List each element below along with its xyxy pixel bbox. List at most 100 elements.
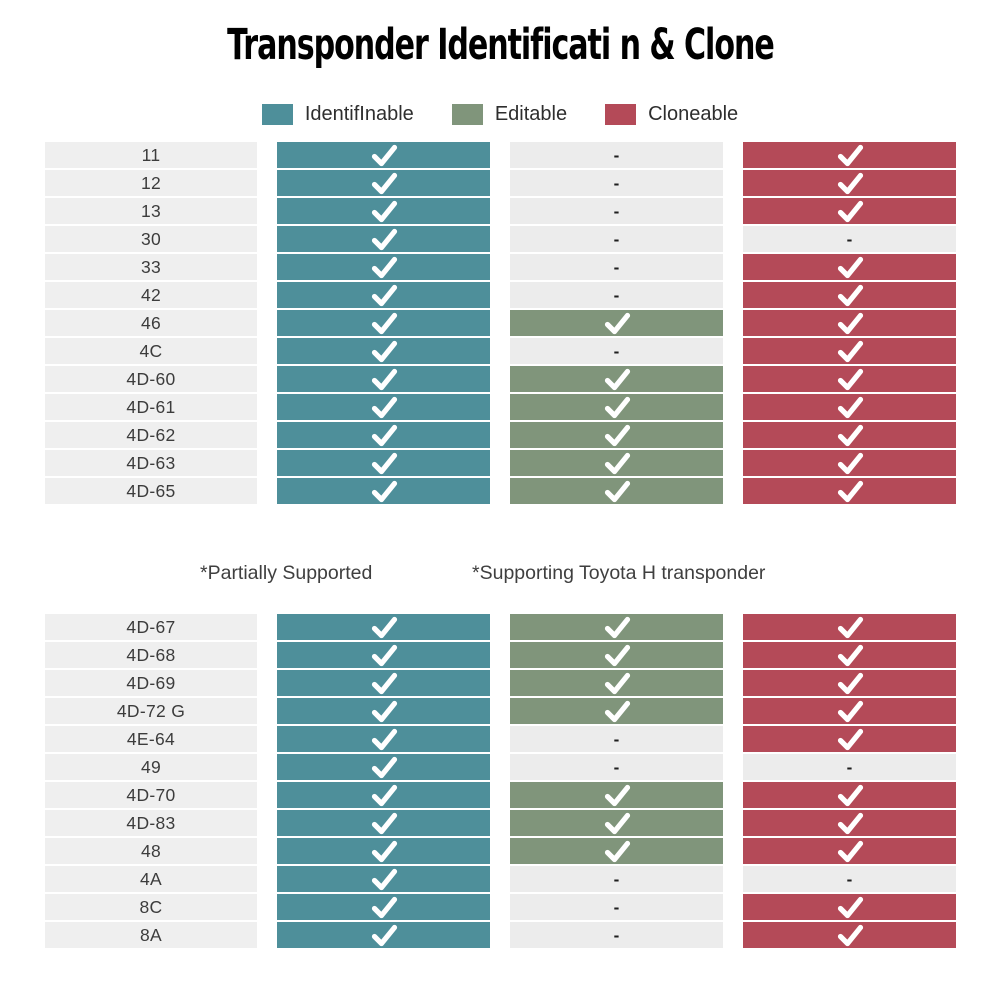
check-icon: [837, 368, 863, 390]
identifiable-cell: [277, 198, 490, 224]
table-row: 4D-63: [45, 450, 957, 476]
check-icon: [371, 144, 397, 166]
identifiable-cell: [277, 282, 490, 308]
editable-cell: [510, 698, 723, 724]
transponder-table-top: 11-12-13-30- -33-42-46 4C -4D-60 4D-61 4D-62 4…: [45, 142, 957, 504]
not-supported-dash: -: [846, 869, 853, 889]
not-supported-dash: -: [613, 341, 620, 361]
cloneable-cell: [743, 614, 956, 640]
identifiable-cell: [277, 338, 490, 364]
editable-cell: [510, 310, 723, 336]
editable-cell: [510, 422, 723, 448]
check-icon: [604, 452, 630, 474]
check-icon: [837, 480, 863, 502]
check-icon: [371, 368, 397, 390]
row-label: 4D-70: [45, 782, 257, 808]
editable-cell: [510, 810, 723, 836]
not-supported-dash: -: [613, 173, 620, 193]
check-icon: [371, 784, 397, 806]
identifiable-cell: [277, 838, 490, 864]
table-row: 48: [45, 838, 957, 864]
editable-cell: [510, 394, 723, 420]
cloneable-cell: -: [743, 754, 956, 780]
check-icon: [837, 672, 863, 694]
check-icon: [604, 700, 630, 722]
not-supported-dash: -: [613, 757, 620, 777]
row-label: 42: [45, 282, 257, 308]
table-row: 4D-69: [45, 670, 957, 696]
row-label: 46: [45, 310, 257, 336]
check-icon: [371, 452, 397, 474]
check-icon: [604, 396, 630, 418]
table-row: 4D-83: [45, 810, 957, 836]
cloneable-cell: [743, 478, 956, 504]
check-icon: [371, 756, 397, 778]
table-row: 8C -: [45, 894, 957, 920]
table-row: 4C -: [45, 338, 957, 364]
cloneable-cell: [743, 838, 956, 864]
legend-label-editable: Editable: [494, 102, 568, 125]
table-row: 4D-65: [45, 478, 957, 504]
check-icon: [371, 256, 397, 278]
check-icon: [604, 312, 630, 334]
infographic-page: Transponder Identificati n & Clone Ident…: [0, 20, 1000, 1000]
table-row: 4D-67: [45, 614, 957, 640]
table-row: 11 -: [45, 142, 957, 168]
identifiable-cell: [277, 670, 490, 696]
cloneable-cell: [743, 894, 956, 920]
editable-cell: [510, 782, 723, 808]
check-icon: [371, 200, 397, 222]
editable-cell: [510, 838, 723, 864]
not-supported-dash: -: [613, 229, 620, 249]
cloneable-cell: -: [743, 226, 956, 252]
identifiable-cell: [277, 394, 490, 420]
legend-label-cloneable: Cloneable: [648, 102, 739, 125]
identifiable-cell: [277, 366, 490, 392]
legend-item-cloneable: Cloneable: [605, 103, 738, 126]
check-icon: [604, 784, 630, 806]
identifiable-cell: [277, 226, 490, 252]
cloneable-cell: [743, 338, 956, 364]
check-icon: [837, 728, 863, 750]
check-icon: [837, 200, 863, 222]
transponder-table-bottom: 4D-67 4D-68 4D-69 4D-72 G 4E-64 - 49 - - 4D-70 4D-…: [45, 614, 957, 948]
table-row: 13 -: [45, 198, 957, 224]
check-icon: [371, 812, 397, 834]
editable-cell: -: [510, 226, 723, 252]
not-supported-dash: -: [613, 201, 620, 221]
cloneable-cell: [743, 810, 956, 836]
check-icon: [837, 144, 863, 166]
not-supported-dash: -: [846, 757, 853, 777]
row-label: 4D-62: [45, 422, 257, 448]
table-row: 4D-70: [45, 782, 957, 808]
cloneable-cell: [743, 170, 956, 196]
check-icon: [371, 340, 397, 362]
table-row: 46: [45, 310, 957, 336]
cloneable-cell: [743, 394, 956, 420]
legend-label-identifiable: IdentifInable: [304, 102, 414, 125]
identifiable-cell: [277, 782, 490, 808]
check-icon: [837, 312, 863, 334]
row-label: 4D-60: [45, 366, 257, 392]
identifiable-cell: [277, 922, 490, 948]
check-icon: [837, 340, 863, 362]
editable-cell: [510, 642, 723, 668]
cloneable-cell: [743, 198, 956, 224]
cloneable-cell: [743, 642, 956, 668]
not-supported-dash: -: [613, 285, 620, 305]
cloneable-cell: [743, 726, 956, 752]
table-row: 33 -: [45, 254, 957, 280]
row-label: 4A: [45, 866, 257, 892]
row-label: 8C: [45, 894, 257, 920]
check-icon: [604, 368, 630, 390]
check-icon: [371, 896, 397, 918]
identifiable-cell: [277, 614, 490, 640]
check-icon: [604, 840, 630, 862]
page-title: Transponder Identificati n & Clone: [0, 20, 1000, 70]
cloneable-cell: [743, 698, 956, 724]
row-label: 4D-69: [45, 670, 257, 696]
cloneable-cell: [743, 422, 956, 448]
check-icon: [837, 812, 863, 834]
editable-cell: -: [510, 254, 723, 280]
table-row: 49 - -: [45, 754, 957, 780]
